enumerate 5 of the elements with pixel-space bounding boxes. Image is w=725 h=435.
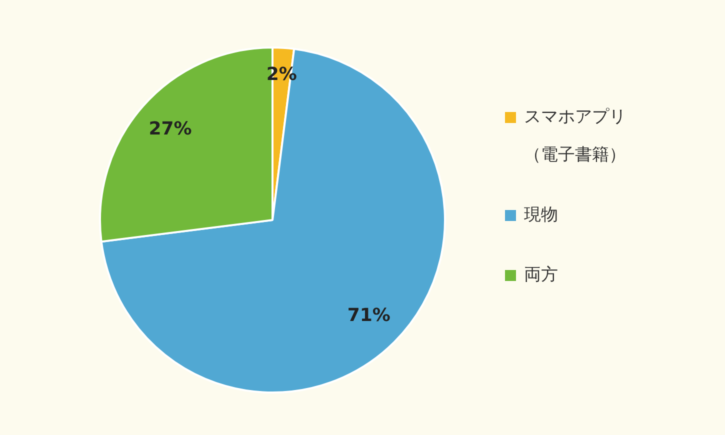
data-label: 27% (148, 118, 192, 140)
data-label: 71% (347, 305, 390, 326)
legend-label: 両方 (524, 264, 559, 287)
legend-label: 現物 (524, 204, 559, 227)
legend-label: スマホアプリ（電子書籍） (524, 106, 627, 167)
